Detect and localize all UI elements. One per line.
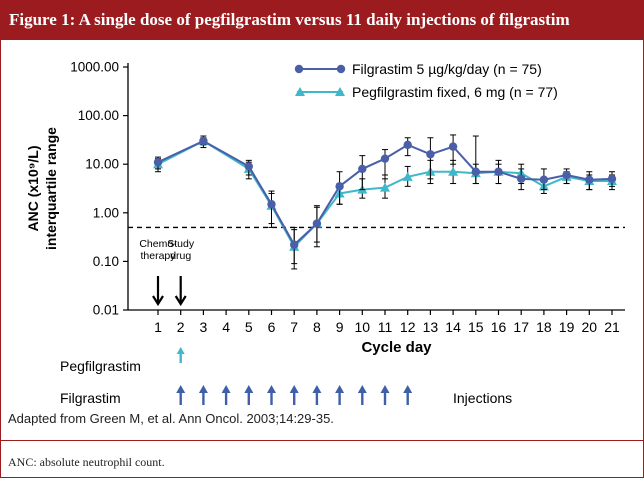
injection-arrow-head [403,385,413,393]
x-tick-label: 1 [154,319,162,335]
x-tick-label: 20 [582,319,598,335]
data-point [244,162,253,171]
data-point [448,142,458,151]
data-point [267,200,276,209]
y-tick-label: 10.00 [85,157,119,172]
annotation-label: therapy [140,250,176,262]
data-point [562,170,571,180]
data-point [585,175,594,184]
data-point [403,140,412,150]
y-axis-label-line2: interquartile range [43,127,59,250]
annotation-label: drug [170,250,191,262]
source-credit: Adapted from Green M, et al. Ann Oncol. … [8,411,334,426]
x-tick-label: 21 [604,319,620,335]
x-tick-label: 5 [245,319,253,335]
data-point [312,219,322,228]
annotation-arrow-head [152,295,164,307]
data-point [380,154,390,163]
injection-arrow-head [267,385,276,393]
data-point [539,175,549,184]
injection-note: Injections [453,390,512,406]
data-point [517,174,526,184]
footnote: ANC: absolute neutrophil count. [8,455,165,469]
x-tick-label: 2 [177,319,185,335]
annotation-arrow-head [174,295,187,307]
x-tick-label: 17 [513,319,529,335]
data-point [380,182,390,192]
x-tick-label: 15 [468,319,484,335]
injection-arrow-head [289,385,299,393]
injection-arrow-head [357,385,367,393]
injection-arrow-head [176,347,185,354]
figure-title: Figure 1: A single dose of pegfilgrastim… [9,10,570,29]
x-tick-label: 9 [336,319,344,335]
x-axis-label: Cycle day [361,339,432,356]
legend-marker-pegfilgrastim [295,87,305,96]
x-tick-label: 4 [222,319,230,335]
injection-arrow-head [335,385,345,393]
x-tick-label: 14 [445,319,461,335]
data-point [607,174,617,184]
chart-legend: Filgrastim 5 µg/kg/day (n = 75) Pegfilgra… [294,61,558,100]
legend-marker-pegfilgrastim [335,87,345,96]
x-tick-label: 18 [536,319,552,335]
x-tick-label: 19 [559,319,575,335]
data-point [494,167,503,176]
data-point [153,157,163,167]
injection-row-label: Pegfilgrastim [60,358,141,374]
injection-schedule: Pegfilgrastim Filgrastim Injections [60,347,512,406]
x-tick-label: 16 [491,319,507,335]
y-tick-label: 100.00 [78,108,119,123]
figure-header: Figure 1: A single dose of pegfilgrastim… [0,0,644,40]
y-tick-label: 0.10 [93,254,119,269]
x-tick-label: 12 [400,319,416,335]
legend-label-pegfilgrastim: Pegfilgrastim fixed, 6 mg (n = 77) [352,84,558,100]
data-point [199,136,208,146]
y-tick-label: 1.00 [93,205,119,220]
series-filgrastim [153,134,617,265]
footnote-divider [0,440,644,441]
injection-arrow-head [176,385,186,393]
injection-arrow-head [221,385,231,393]
y-tick-label: 0.01 [93,303,119,318]
injection-arrow-head [312,385,322,393]
annotation-label: Study [167,238,195,250]
x-tick-label: 6 [268,319,276,335]
annotation-label: Chemo- [139,238,177,250]
data-point [358,164,367,174]
legend-marker-filgrastim [336,64,346,74]
injection-arrow-head [198,385,208,393]
injection-row-label: Filgrastim [60,390,121,406]
data-point [335,182,344,191]
data-point [471,167,480,176]
y-tick-label: 1000.00 [70,60,119,75]
data-point [426,150,435,159]
data-point [290,240,299,249]
legend-marker-filgrastim [294,64,304,74]
data-point [448,166,459,176]
injection-arrow-head [380,385,390,393]
y-axis-label: ANC (x10⁹/L) interquartile range [25,127,59,250]
x-tick-label: 7 [290,319,298,335]
data-point [402,171,413,181]
y-axis-label-line1: ANC (x10⁹/L) [25,146,41,232]
injection-arrow-head [244,385,254,393]
x-tick-label: 8 [313,319,321,335]
x-tick-label: 10 [355,319,371,335]
legend-label-filgrastim: Filgrastim 5 µg/kg/day (n = 75) [352,61,542,77]
x-tick-label: 3 [200,319,208,335]
x-tick-label: 11 [378,319,393,335]
x-tick-label: 13 [423,319,439,335]
